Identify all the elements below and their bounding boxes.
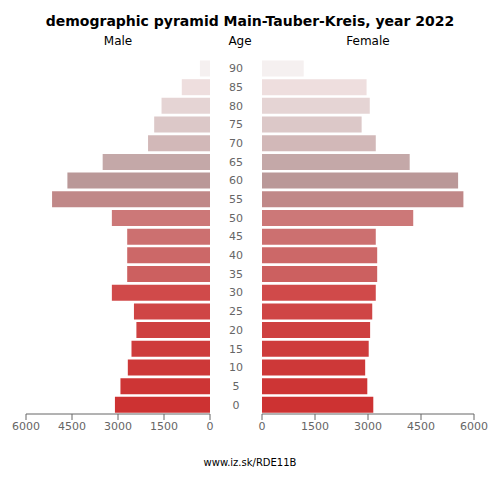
html-text:demographic pyramid Main-Taube: demographic pyramid Main-Tauber-Kreis, y… xyxy=(45,13,455,29)
svg-text:6000: 6000 xyxy=(460,420,488,433)
svg-text:0: 0 xyxy=(207,420,214,433)
svg-text:35: 35 xyxy=(229,268,243,281)
svg-text:20: 20 xyxy=(229,324,243,337)
svg-text:25: 25 xyxy=(229,305,243,318)
svg-text:85: 85 xyxy=(229,81,243,94)
svg-text:30: 30 xyxy=(229,286,243,299)
svg-text:45: 45 xyxy=(229,230,243,243)
svg-text:70: 70 xyxy=(229,137,243,150)
svg-text:3000: 3000 xyxy=(104,420,132,433)
html-text:Female: Female xyxy=(346,34,390,48)
html-text:Age: Age xyxy=(228,34,252,48)
svg-text:4500: 4500 xyxy=(407,420,435,433)
svg-text:15: 15 xyxy=(229,343,243,356)
svg-text:75: 75 xyxy=(229,118,243,131)
html-text:www.iz.sk/RDE11B: www.iz.sk/RDE11B xyxy=(203,457,297,468)
svg-text:60: 60 xyxy=(229,174,243,187)
svg-text:6000: 6000 xyxy=(12,420,40,433)
svg-text:10: 10 xyxy=(229,361,243,374)
svg-text:80: 80 xyxy=(229,100,243,113)
svg-text:0: 0 xyxy=(259,420,266,433)
svg-text:0: 0 xyxy=(233,399,240,412)
svg-text:3000: 3000 xyxy=(354,420,382,433)
svg-text:5: 5 xyxy=(233,380,240,393)
svg-text:1500: 1500 xyxy=(301,420,329,433)
svg-text:90: 90 xyxy=(229,62,243,75)
svg-text:4500: 4500 xyxy=(58,420,86,433)
html-text:Male: Male xyxy=(103,34,133,48)
svg-text:55: 55 xyxy=(229,193,243,206)
svg-text:50: 50 xyxy=(229,212,243,225)
svg-text:1500: 1500 xyxy=(150,420,178,433)
svg-text:65: 65 xyxy=(229,156,243,169)
svg-text:40: 40 xyxy=(229,249,243,262)
